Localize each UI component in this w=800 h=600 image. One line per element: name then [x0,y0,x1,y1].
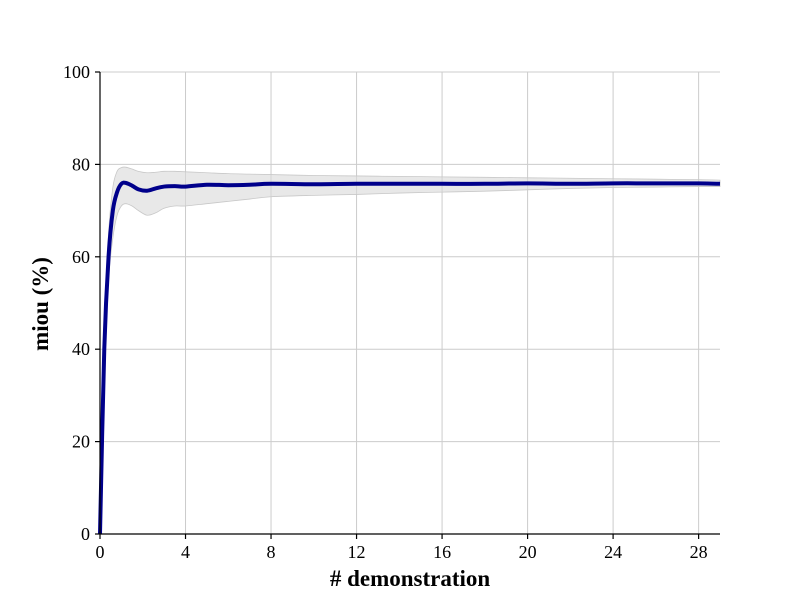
y-tick-label: 40 [72,339,90,359]
x-ticks: 0 4 8 12 16 20 24 28 [96,534,708,562]
y-tick-label: 80 [72,154,90,174]
series-group [98,180,721,535]
y-tick-label: 100 [63,62,90,82]
x-tick-label: 4 [181,542,190,562]
x-tick-label: 20 [519,542,537,562]
std-band [99,166,721,535]
x-tick-label: 0 [96,542,105,562]
axes [99,72,720,535]
y-tick-label: 0 [81,524,90,544]
x-tick-label: 24 [604,542,622,562]
series-line [98,180,721,535]
x-tick-label: 28 [690,542,708,562]
confidence-band [99,166,721,535]
y-axis-title: miou (%) [28,257,53,351]
y-tick-label: 60 [72,247,90,267]
x-tick-label: 16 [433,542,451,562]
x-tick-label: 8 [267,542,276,562]
y-ticks: 0 20 40 60 80 100 [63,62,100,544]
y-tick-label: 20 [72,432,90,452]
grid [99,71,720,535]
x-axis-title: # demonstration [330,566,491,591]
x-tick-label: 12 [348,542,366,562]
